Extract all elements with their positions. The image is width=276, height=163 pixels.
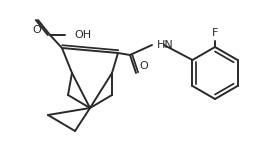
Text: F: F	[212, 28, 218, 38]
Text: O: O	[139, 61, 148, 71]
Text: OH: OH	[74, 30, 91, 40]
Text: HN: HN	[157, 40, 174, 50]
Text: O: O	[33, 25, 41, 35]
